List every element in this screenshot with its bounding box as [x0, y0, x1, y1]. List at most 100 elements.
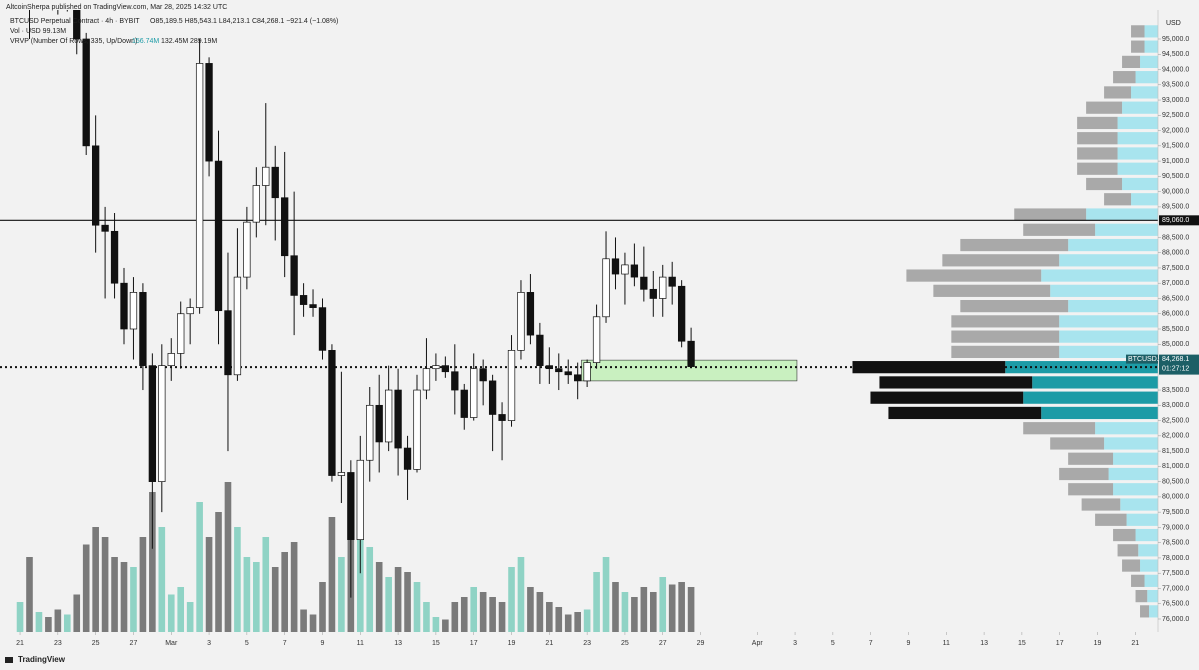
volume-bar — [101, 537, 109, 632]
y-tick-label: 82,000.0 — [1162, 433, 1189, 440]
countdown: 01:27:12 — [1162, 365, 1189, 372]
candle-body — [375, 404, 383, 443]
profile-up — [1104, 437, 1158, 450]
y-tick-label: 77,500.0 — [1162, 570, 1189, 577]
y-tick-label: 94,000.0 — [1162, 66, 1189, 73]
profile-down — [1077, 162, 1118, 175]
x-tick-label: 13 — [394, 640, 402, 647]
profile-down — [1023, 422, 1096, 435]
profile-up — [1126, 513, 1158, 526]
y-tick-label: 91,500.0 — [1162, 143, 1189, 150]
profile-up — [1068, 238, 1158, 252]
profile-down — [1077, 116, 1118, 130]
y-tick-label: 94,500.0 — [1162, 51, 1189, 58]
profile-up — [1113, 452, 1158, 465]
volume-bar — [186, 602, 194, 632]
profile-up — [1144, 25, 1158, 38]
volume-bar — [16, 602, 24, 632]
symbol-label: BTCUSD.P — [1128, 356, 1164, 363]
volume-bar — [356, 527, 364, 632]
y-tick-label: 83,500.0 — [1162, 387, 1189, 394]
brand: TradingView — [18, 655, 66, 664]
profile-up — [1144, 574, 1158, 587]
x-tick-label: 15 — [1018, 640, 1026, 647]
x-tick-label: 23 — [583, 640, 591, 647]
x-tick-label: 19 — [1094, 640, 1102, 647]
volume-bar — [649, 592, 657, 632]
volume-bar — [375, 562, 383, 632]
level-label-box — [1159, 215, 1199, 226]
x-tick-label: 5 — [245, 640, 249, 647]
volume-bar — [489, 597, 496, 632]
currency: USD — [1166, 20, 1181, 27]
profile-down — [1113, 528, 1136, 542]
profile-down — [1131, 574, 1145, 587]
profile-down — [1077, 147, 1118, 160]
candle-body — [451, 371, 459, 391]
volume-bar — [470, 587, 478, 632]
y-tick-label: 81,000.0 — [1162, 463, 1189, 470]
x-tick-label: 25 — [621, 640, 629, 647]
x-tick-label: 9 — [321, 640, 325, 647]
x-tick-label: 3 — [207, 640, 211, 647]
y-tick-label: 93,500.0 — [1162, 82, 1189, 89]
candle-body — [167, 353, 175, 366]
candle-body — [545, 365, 553, 370]
volume-bar — [659, 577, 667, 632]
volume-legend: Vol · USD 99.13M — [10, 28, 66, 35]
profile-down — [960, 299, 1069, 313]
profile-up — [1144, 40, 1158, 53]
brand-logo — [5, 657, 13, 663]
candle-body — [252, 185, 260, 223]
y-tick-label: 78,000.0 — [1162, 555, 1189, 562]
volume-bar — [678, 582, 685, 632]
candle-body — [82, 38, 90, 147]
volume-bar — [262, 537, 270, 632]
candle-body — [592, 316, 601, 363]
volume-bar — [460, 597, 468, 632]
profile-down — [888, 406, 1042, 420]
candle-body — [262, 166, 270, 186]
y-tick-label: 88,000.0 — [1162, 250, 1189, 257]
candle-body — [309, 304, 317, 308]
profile-up — [1050, 284, 1158, 297]
x-tick-label: 17 — [1056, 640, 1064, 647]
volume-bar — [546, 602, 553, 632]
y-tick-label: 80,000.0 — [1162, 494, 1189, 501]
x-tick-label: 7 — [283, 640, 287, 647]
candle-body — [564, 371, 572, 376]
volume-bar — [631, 597, 638, 632]
x-tick-label: 27 — [659, 640, 667, 647]
y-tick-label: 85,500.0 — [1162, 326, 1189, 333]
profile-up — [1095, 223, 1158, 236]
volume-bar — [338, 557, 345, 632]
profile-down — [1059, 467, 1109, 481]
volume-bar — [82, 544, 90, 632]
candle-body — [271, 166, 279, 199]
volume-bar — [234, 527, 241, 632]
candle-body — [602, 258, 610, 318]
volume-bar — [536, 592, 544, 632]
x-tick-label: 21 — [545, 640, 553, 647]
volume-bar — [555, 607, 563, 632]
candle-body — [384, 389, 393, 443]
y-tick-label: 85,000.0 — [1162, 341, 1189, 348]
volume-bar — [479, 592, 487, 632]
volume-bar — [602, 557, 610, 632]
volume-bar — [404, 572, 411, 632]
ohlc: O85,189.5 H85,543.1 L84,213.1 C84,268.1 … — [150, 18, 338, 25]
x-tick-label: 27 — [130, 640, 138, 647]
profile-down — [852, 361, 1006, 374]
candle-body — [347, 472, 355, 540]
volume-bar — [498, 602, 506, 632]
profile-up — [1131, 86, 1158, 99]
profile-down — [1068, 483, 1114, 496]
profile-up — [1117, 116, 1158, 130]
candle-body — [621, 264, 629, 275]
candle-body — [290, 255, 298, 296]
plot-area — [0, 10, 1158, 632]
candle-body — [422, 368, 431, 391]
volume-bar — [130, 567, 137, 632]
last-price-box — [1159, 354, 1199, 375]
candle-body — [214, 160, 223, 312]
